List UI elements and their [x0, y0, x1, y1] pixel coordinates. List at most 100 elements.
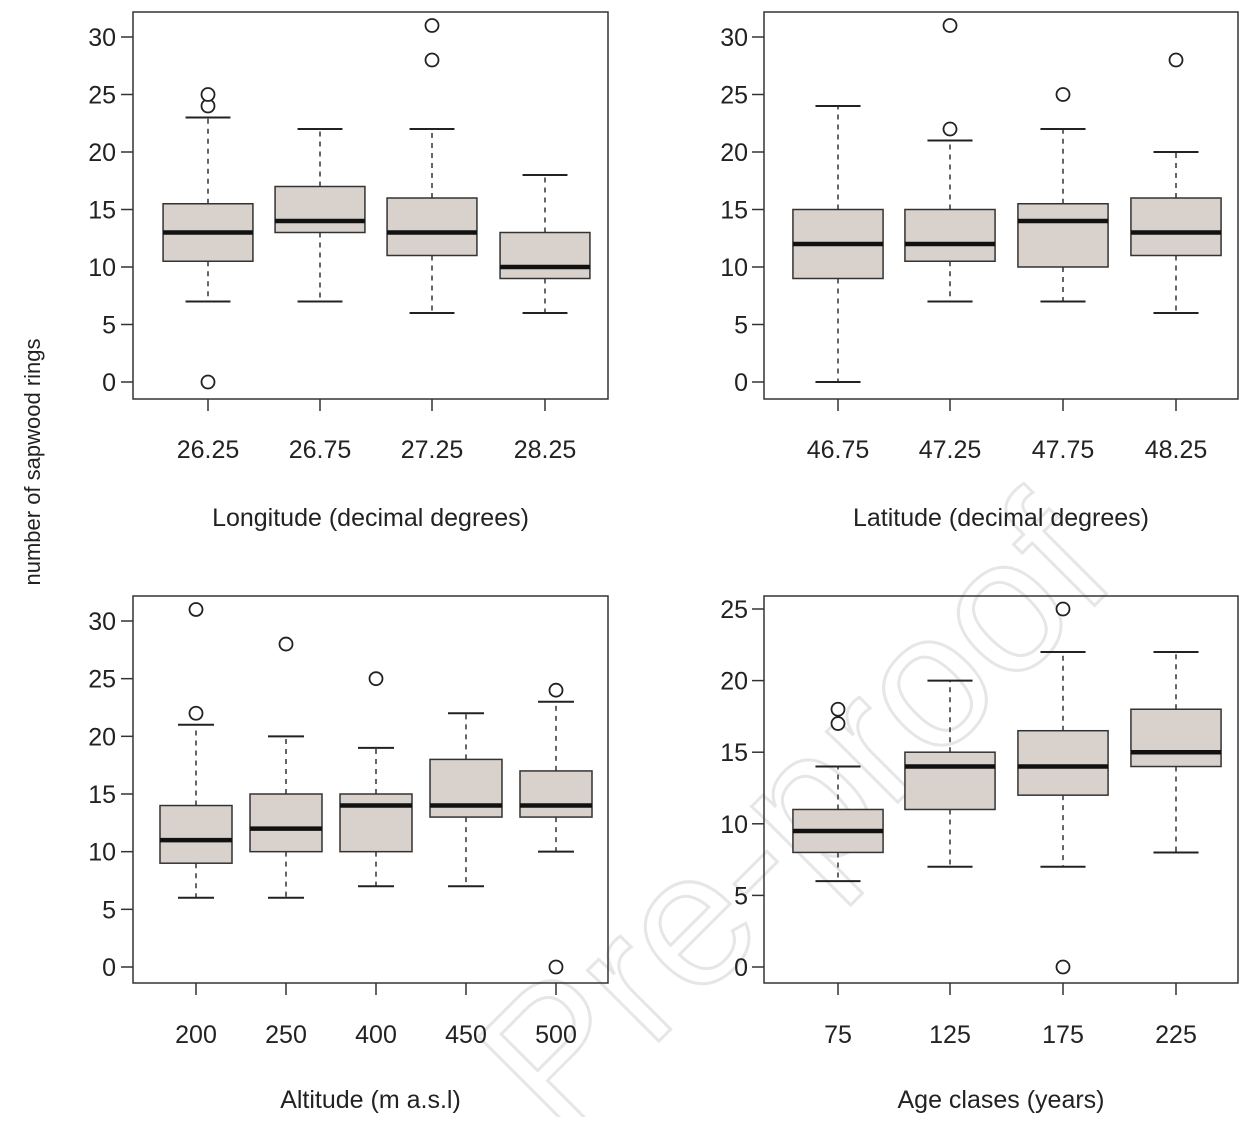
x-tick-label: 48.25	[1145, 436, 1208, 464]
y-tick-label: 15	[720, 197, 748, 225]
outlier-point	[188, 705, 204, 721]
outlier-point	[1168, 52, 1184, 68]
x-tick-label: 75	[824, 1021, 852, 1049]
iqr-box	[159, 804, 233, 864]
x-tick-label: 26.25	[177, 436, 240, 464]
outlier-point	[548, 959, 564, 975]
x-tick-label: 225	[1155, 1021, 1197, 1049]
x-tick-label: 28.25	[514, 436, 577, 464]
y-tick-label: 30	[720, 24, 748, 52]
iqr-box	[499, 231, 591, 280]
iqr-box	[904, 751, 996, 811]
y-tick-label: 20	[720, 668, 748, 696]
box-28.25	[499, 174, 591, 314]
y-tick-label: 0	[102, 369, 116, 397]
outlier-point	[830, 716, 846, 731]
y-tick-label: 0	[102, 954, 116, 982]
box-26.75	[274, 128, 366, 303]
iqr-box	[1017, 203, 1109, 268]
plot-frame	[763, 595, 1239, 984]
outlier-point	[200, 87, 216, 102]
x-tick-label: 450	[445, 1021, 487, 1049]
iqr-box	[519, 770, 593, 818]
iqr-box	[249, 793, 323, 853]
x-tick-label: 500	[535, 1021, 577, 1049]
y-tick-label: 25	[88, 666, 116, 694]
iqr-box	[1130, 708, 1222, 768]
y-tick-label: 20	[88, 723, 116, 751]
x-tick-label: 125	[929, 1021, 971, 1049]
panel-4: 0 5 10 15 20 25 75 125 175 225 Age clases (years)	[720, 595, 1239, 1114]
panel-1: 0 5 10 15 20 25 30 26.25 26.75 27.25 28.25 Longitud…	[88, 11, 609, 532]
plot-frame	[763, 11, 1239, 400]
y-tick-label: 20	[720, 139, 748, 167]
outlier-point	[1055, 959, 1071, 975]
iqr-box	[429, 758, 503, 818]
y-tick-label: 25	[720, 82, 748, 110]
x-tick-label: 175	[1042, 1021, 1084, 1049]
iqr-box	[904, 208, 996, 262]
x-tick-label: 47.25	[919, 436, 982, 464]
y-tick-label: 15	[720, 739, 748, 767]
outlier-point	[188, 602, 204, 617]
plot-frame	[132, 11, 609, 400]
iqr-box	[274, 185, 366, 234]
box-75	[792, 701, 884, 883]
y-tick-label: 10	[88, 839, 116, 867]
box-500	[519, 682, 593, 975]
box-225	[1130, 650, 1222, 854]
x-tick-label: 26.75	[289, 436, 352, 464]
y-tick-label: 30	[88, 608, 116, 636]
box-46.75	[792, 105, 884, 383]
outlier-point	[424, 18, 440, 33]
box-450	[429, 712, 503, 888]
outlier-point	[200, 374, 216, 390]
outlier-point	[1055, 601, 1071, 617]
outlier-point	[1055, 87, 1071, 102]
y-tick-label: 15	[88, 197, 116, 225]
box-26.25	[162, 87, 254, 390]
x-axis-label: Latitude (decimal degrees)	[853, 504, 1149, 532]
y-tick-label: 25	[720, 596, 748, 624]
x-tick-label: 250	[265, 1021, 307, 1049]
x-tick-label: 200	[175, 1021, 217, 1049]
box-175	[1017, 601, 1109, 975]
box-47.75	[1017, 87, 1109, 303]
y-axis-label: number of sapwood rings	[20, 338, 45, 585]
outlier-point	[942, 18, 958, 33]
x-axis-label: Age clases (years)	[897, 1086, 1104, 1114]
outlier-point	[278, 636, 294, 652]
y-tick-label: 15	[88, 781, 116, 809]
y-tick-label: 10	[720, 254, 748, 282]
outlier-point	[424, 52, 440, 68]
box-200	[159, 602, 233, 899]
x-axis-label: Longitude (decimal degrees)	[212, 504, 529, 532]
x-tick-label: 47.75	[1032, 436, 1095, 464]
y-tick-label: 20	[88, 139, 116, 167]
box-125	[904, 679, 996, 868]
y-tick-label: 5	[102, 312, 116, 340]
y-tick-label: 0	[734, 369, 748, 397]
iqr-box	[339, 793, 413, 853]
y-tick-label: 10	[88, 254, 116, 282]
box-47.25	[904, 18, 996, 303]
box-27.25	[386, 18, 478, 314]
iqr-box	[386, 197, 478, 257]
x-tick-label: 46.75	[807, 436, 870, 464]
outlier-point	[942, 121, 958, 137]
y-tick-label: 5	[734, 882, 748, 910]
outlier-point	[830, 701, 846, 717]
iqr-box	[1017, 729, 1109, 796]
y-tick-label: 0	[734, 954, 748, 982]
box-400	[339, 671, 413, 888]
outlier-point	[368, 671, 384, 687]
box-48.25	[1130, 52, 1222, 314]
x-axis-label: Altitude (m a.s.l)	[280, 1086, 461, 1114]
x-tick-label: 27.25	[401, 436, 464, 464]
y-tick-label: 30	[88, 24, 116, 52]
panel-3: 0 5 10 15 20 25 30 200 250 400 450 500 Altitude (m a…	[88, 595, 609, 1114]
plot-frame	[132, 595, 609, 984]
y-tick-label: 5	[734, 312, 748, 340]
